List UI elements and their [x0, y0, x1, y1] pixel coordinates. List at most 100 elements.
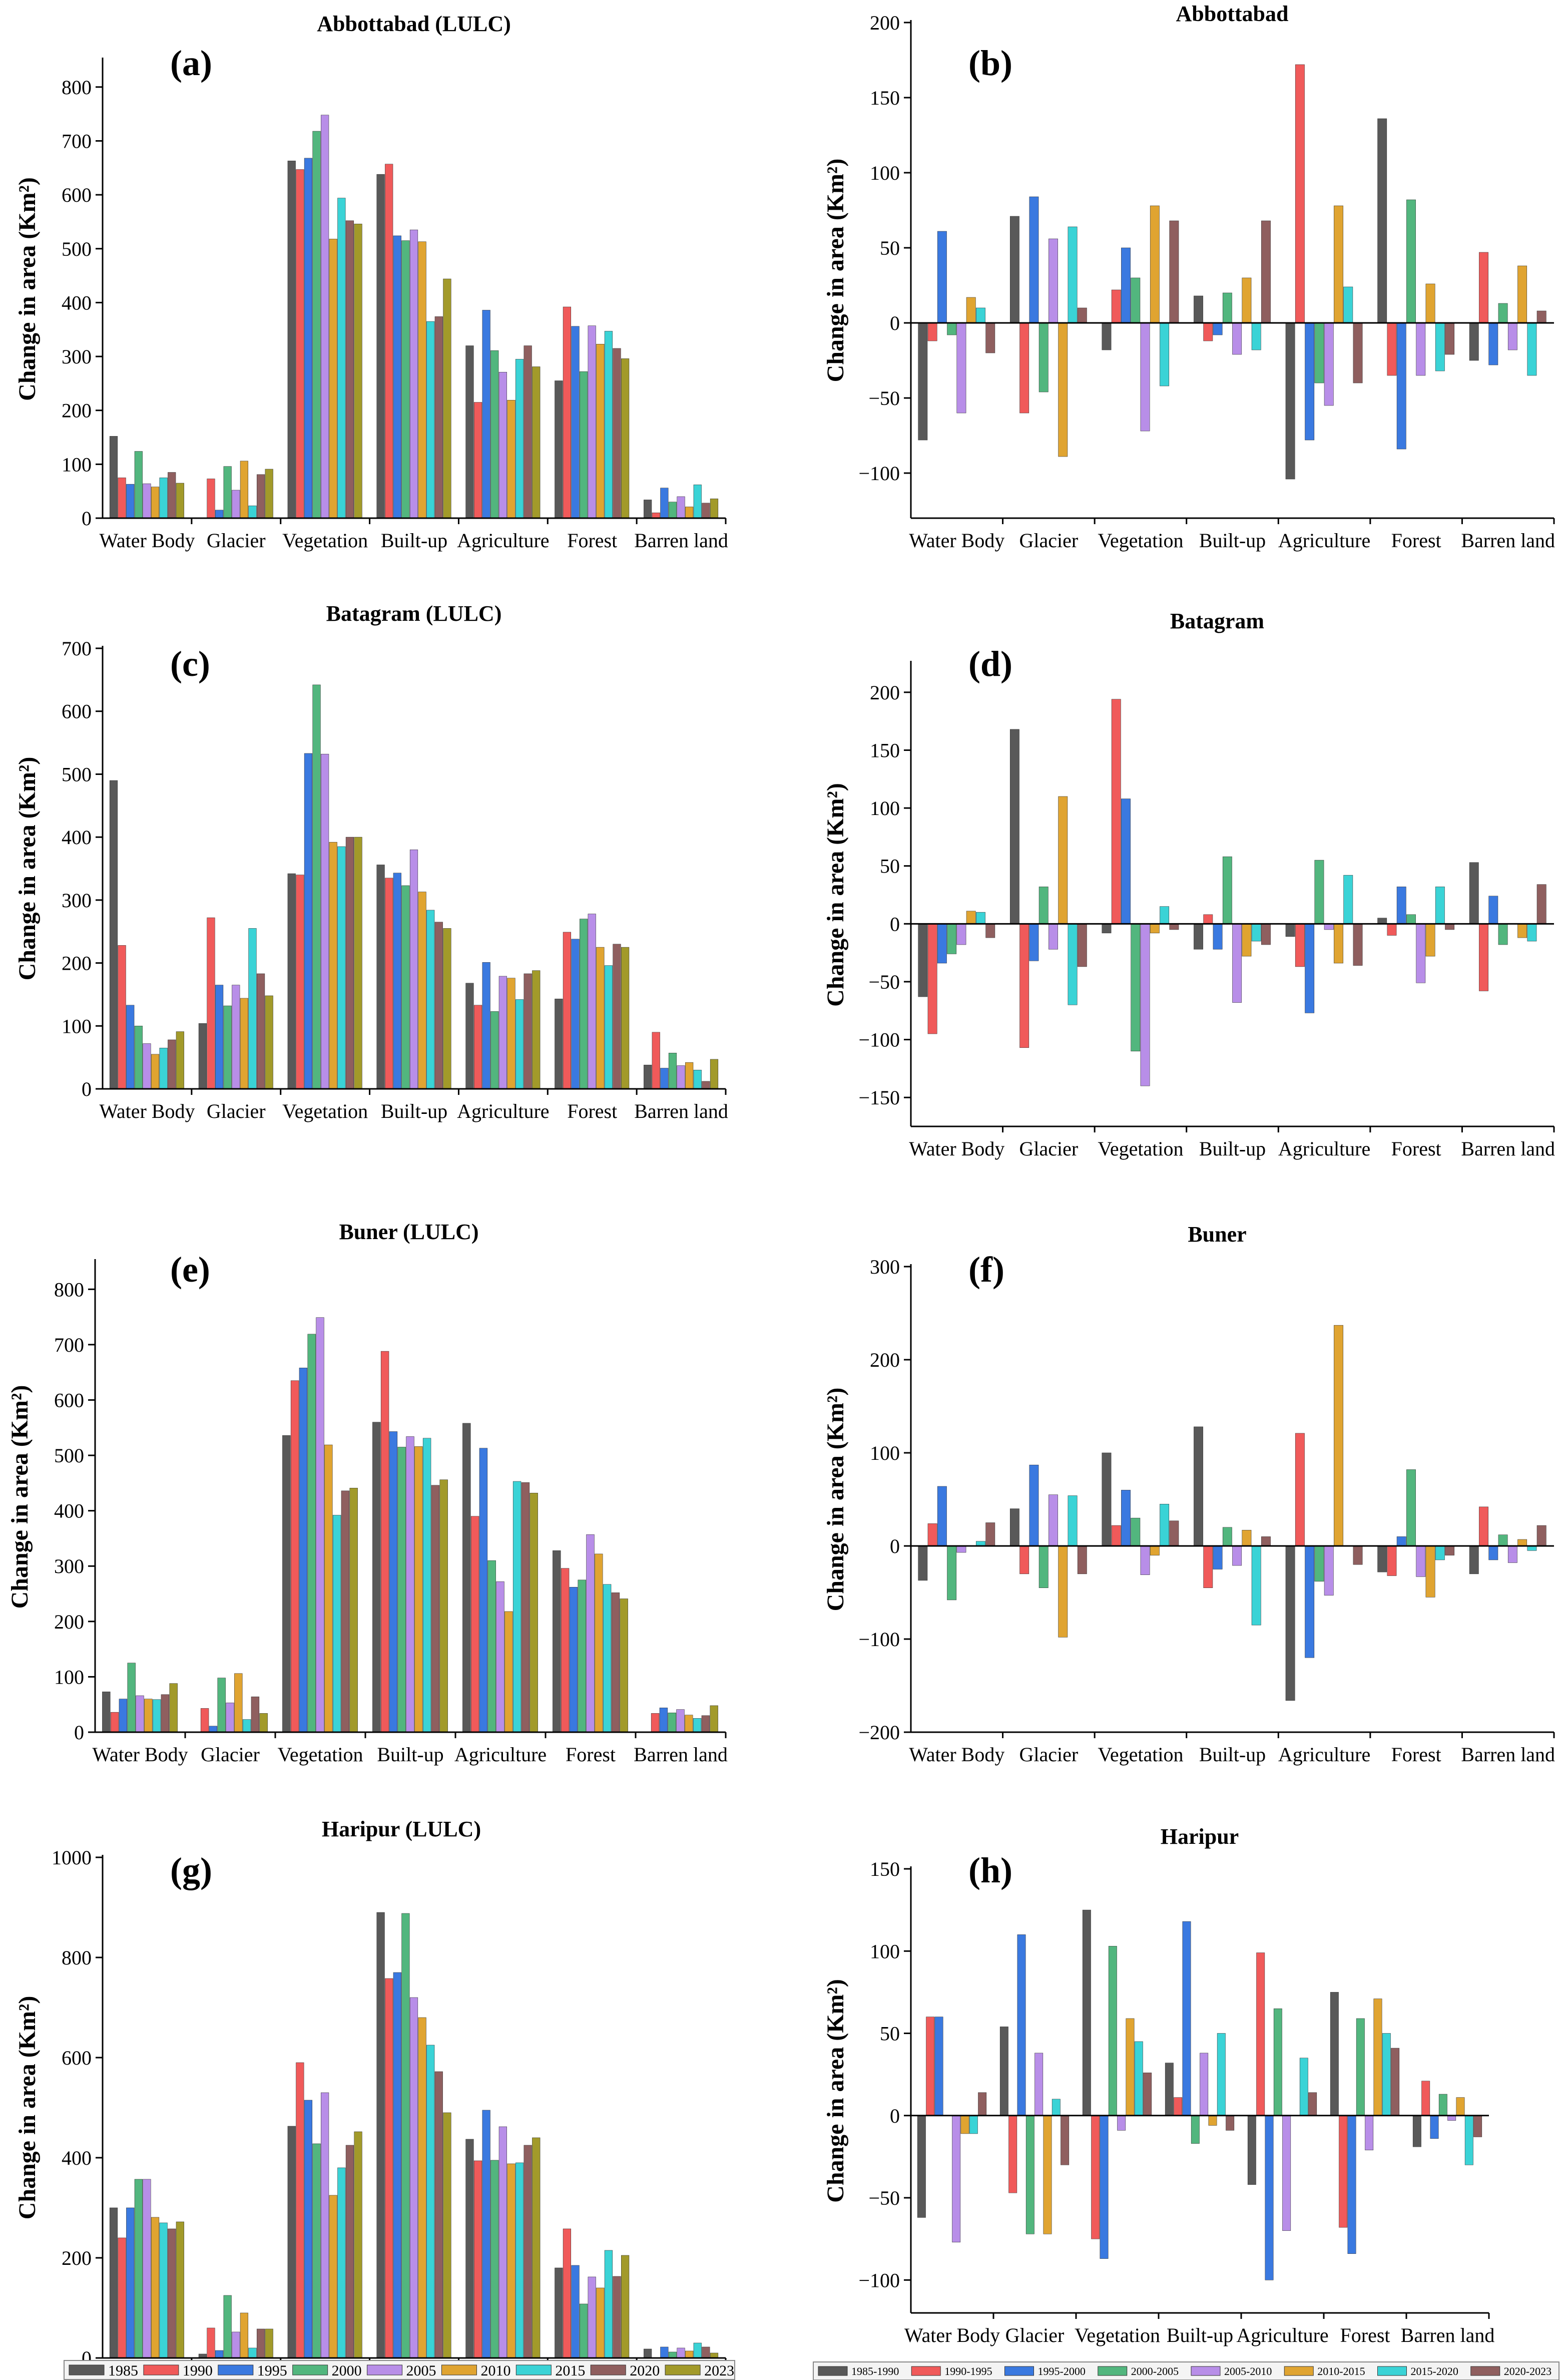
x-tick-label: Glacier	[207, 1100, 266, 1122]
chart-title: Haripur	[1161, 1824, 1239, 1849]
bar-e-2-0	[282, 1435, 291, 1733]
bar-a-1-8	[265, 469, 273, 519]
y-tick-label: 700	[62, 130, 92, 152]
chart-f: Buner (f) −200 −100 0 100 200 300 Change in area…	[822, 1222, 1555, 1766]
bar-g-1-1	[207, 2327, 215, 2358]
legend-label: 1985	[108, 2362, 138, 2379]
bar-h-5-7	[1391, 2048, 1400, 2116]
chart-title: Abbottabad (LULC)	[317, 12, 511, 36]
x-tick-label: Glacier	[201, 1743, 260, 1766]
bar-c-5-5	[596, 947, 605, 1089]
bar-b-3-6	[1251, 322, 1261, 350]
bar-c-2-7	[345, 837, 354, 1089]
bar-a-4-6	[515, 359, 524, 519]
bar-b-4-2	[1305, 322, 1315, 441]
bar-d-1-2	[1029, 924, 1039, 961]
x-tick-label: Forest	[1391, 529, 1441, 552]
y-tick-label: 400	[54, 1500, 84, 1522]
bar-a-2-3	[312, 131, 321, 519]
bar-g-3-8	[443, 2112, 451, 2358]
y-tick-label: −50	[868, 971, 900, 993]
bar-e-5-1	[561, 1568, 570, 1733]
bar-c-2-8	[354, 837, 362, 1089]
bar-e-3-6	[422, 1438, 431, 1733]
y-tick-label: −100	[858, 2269, 900, 2291]
bar-g-3-2	[393, 1972, 401, 2358]
bar-b-6-4	[1507, 322, 1517, 350]
bar-c-1-1	[207, 917, 215, 1089]
bar-g-5-2	[571, 2265, 580, 2358]
bar-f-6-4	[1507, 1545, 1517, 1563]
chart-title: Batagram (LULC)	[326, 601, 502, 626]
bar-e-5-2	[569, 1586, 578, 1733]
bar-e-3-5	[414, 1446, 423, 1733]
bar-h-4-2	[1265, 2115, 1274, 2280]
y-tick-label: 0	[82, 1078, 92, 1100]
bar-f-4-1	[1295, 1433, 1305, 1546]
bar-c-3-5	[418, 892, 426, 1089]
bar-b-2-1	[1111, 289, 1121, 323]
bar-b-5-6	[1435, 322, 1445, 371]
y-axis-label: Change in area (Km²)	[7, 1385, 33, 1609]
y-tick-label: 500	[54, 1444, 84, 1467]
bar-f-6-2	[1488, 1545, 1498, 1560]
legend-swatch	[590, 2364, 626, 2375]
x-tick-label: Barren land	[1461, 529, 1555, 552]
bar-f-2-7	[1169, 1520, 1179, 1546]
legend-label: 1995	[257, 2362, 287, 2379]
bar-d-3-0	[1194, 924, 1203, 950]
y-tick-label: 800	[62, 76, 92, 99]
bar-a-3-1	[385, 164, 393, 519]
bar-e-0-5	[144, 1699, 153, 1733]
bar-b-3-0	[1194, 295, 1203, 323]
bar-h-5-0	[1330, 1992, 1339, 2116]
bar-b-3-7	[1261, 220, 1271, 323]
panel-label: (b)	[968, 43, 1012, 83]
bar-b-1-1	[1019, 322, 1029, 414]
bar-e-0-6	[152, 1699, 161, 1733]
bar-g-4-4	[498, 2126, 507, 2358]
bar-f-3-0	[1194, 1426, 1203, 1546]
y-tick-label: 0	[74, 1721, 84, 1744]
legend-label: 2023	[704, 2362, 734, 2379]
bar-a-2-1	[296, 169, 304, 519]
legend-label: 2000-2005	[1131, 2365, 1179, 2377]
bar-d-3-7	[1261, 924, 1271, 945]
bar-d-0-3	[947, 924, 957, 954]
bar-g-5-6	[604, 2250, 613, 2358]
bar-b-4-3	[1314, 322, 1324, 383]
bar-h-2-7	[1143, 2073, 1152, 2116]
bar-a-6-8	[710, 498, 719, 519]
legend-swatch	[1191, 2366, 1221, 2376]
y-tick-label: 600	[62, 184, 92, 206]
x-tick-label: Built-up	[381, 1100, 447, 1122]
bar-a-6-5	[685, 507, 694, 519]
bar-b-0-4	[956, 322, 966, 414]
bar-a-0-1	[118, 477, 126, 519]
bar-e-0-8	[169, 1683, 178, 1733]
bar-g-4-8	[532, 2137, 541, 2358]
bar-f-0-3	[947, 1545, 957, 1601]
chart-h: Haripur (h) −100 −50 0 50 100 150 Change in area…	[822, 1824, 1494, 2346]
y-tick-label: 200	[62, 952, 92, 975]
x-tick-label: Water Body	[909, 529, 1004, 552]
bar-c-5-4	[588, 914, 596, 1089]
bar-f-3-6	[1251, 1545, 1261, 1626]
bar-e-1-1	[200, 1708, 209, 1733]
bar-e-4-5	[504, 1611, 513, 1733]
bar-g-5-0	[555, 2267, 563, 2358]
bar-b-3-5	[1242, 277, 1252, 323]
bar-f-6-5	[1517, 1539, 1527, 1546]
bar-b-0-5	[966, 297, 976, 323]
bar-e-3-0	[372, 1422, 381, 1733]
bar-c-0-2	[126, 1005, 135, 1089]
bar-d-1-3	[1038, 887, 1049, 924]
bar-a-6-7	[702, 503, 710, 519]
bar-e-4-0	[462, 1423, 471, 1733]
x-tick-label: Water Body	[99, 1100, 195, 1122]
y-tick-label: 500	[62, 238, 92, 260]
bar-c-2-3	[312, 684, 321, 1089]
bar-c-1-8	[265, 995, 273, 1089]
x-tick-label: Forest	[1391, 1137, 1441, 1160]
bar-a-5-1	[563, 306, 572, 519]
